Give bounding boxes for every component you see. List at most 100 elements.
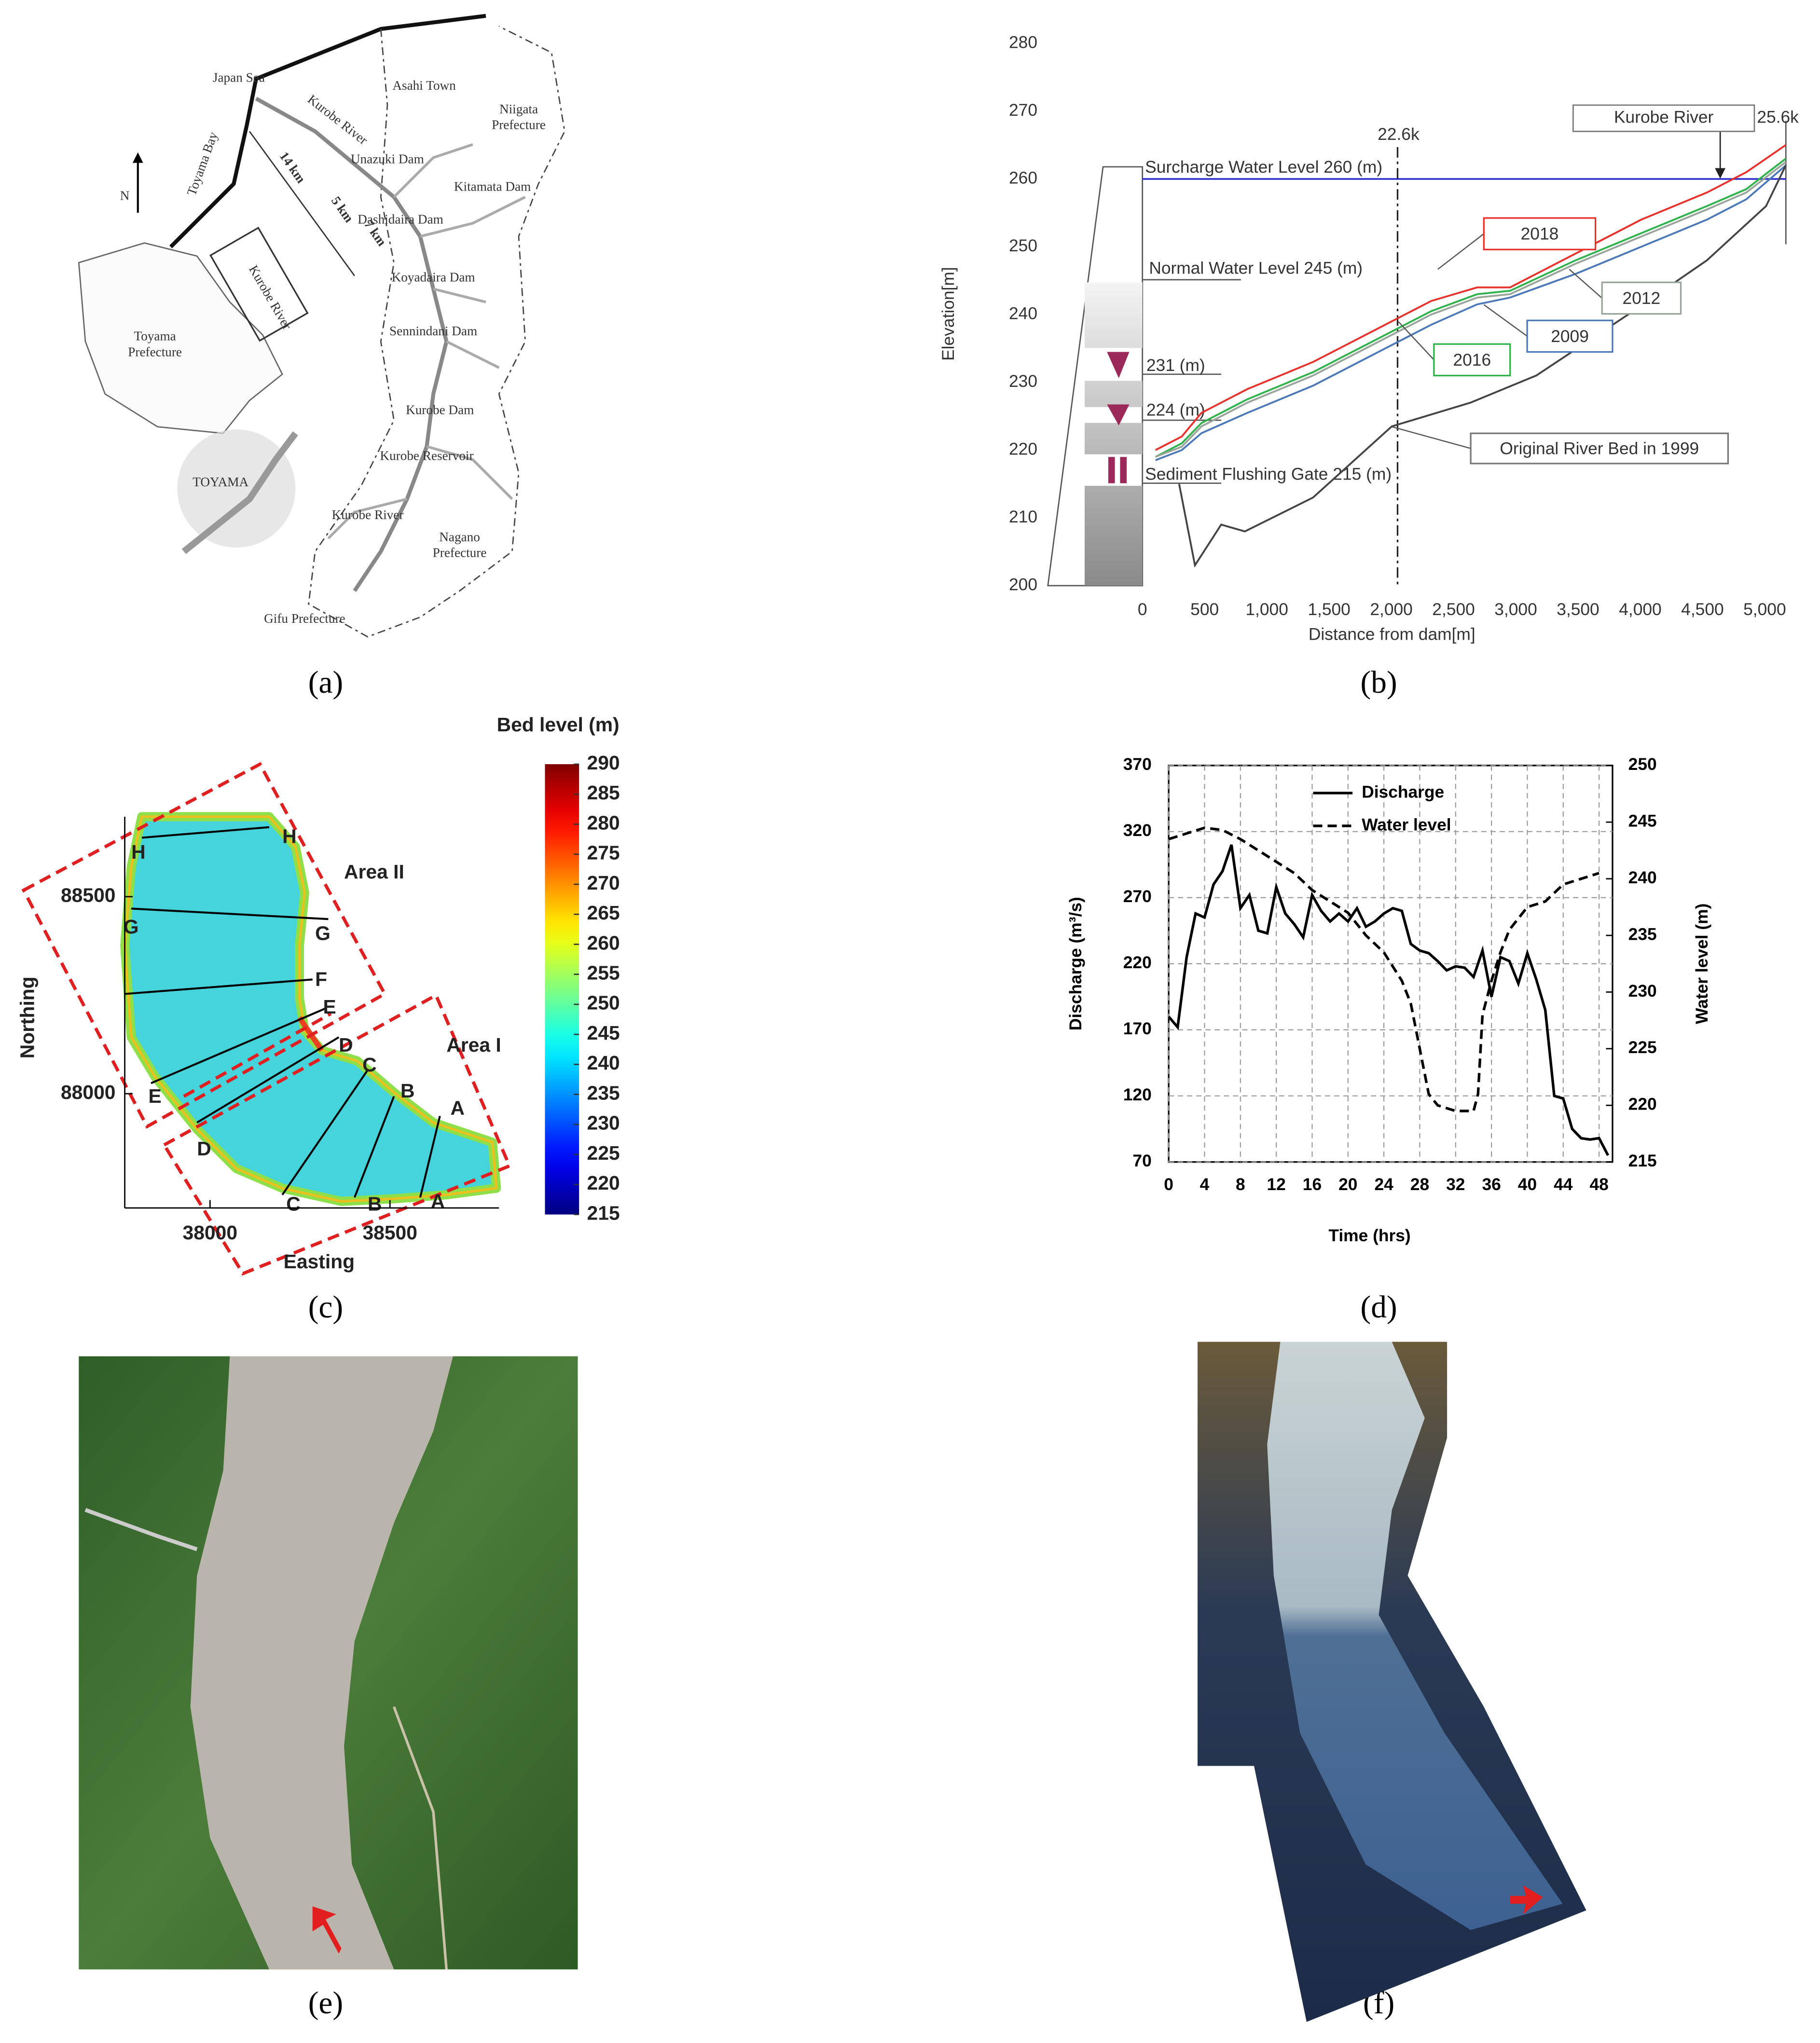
- section-line: [141, 826, 270, 839]
- y-tick-label: 210: [1009, 507, 1037, 526]
- map-label: Asahi Town: [392, 78, 456, 93]
- legend-label: Original River Bed in 1999: [1500, 439, 1699, 458]
- gate: [1120, 457, 1127, 483]
- x-tick-label: 500: [1190, 600, 1219, 619]
- area-label: Area II: [344, 861, 404, 883]
- map-label: Koyadaira Dam: [392, 270, 475, 284]
- x-tick-label: 38500: [362, 1221, 417, 1244]
- legend-box: [1470, 432, 1729, 465]
- section-label: G: [315, 922, 331, 945]
- y-tick-label: 230: [1009, 372, 1037, 391]
- map-label: N: [120, 189, 130, 203]
- x-tick-label: 8: [1236, 1175, 1245, 1194]
- panel-label: (c): [308, 1290, 343, 1325]
- y-tick-label: 200: [1009, 575, 1037, 594]
- x-axis-label: Distance from dam[m]: [1309, 625, 1475, 644]
- panel-label: (d): [1361, 1290, 1397, 1325]
- x-tick-label: 32: [1446, 1175, 1465, 1194]
- section-label: C: [362, 1054, 376, 1076]
- tributary: [327, 143, 526, 539]
- panel-label: (a): [308, 665, 343, 700]
- y-axis-label: Discharge (m³/s): [1066, 897, 1085, 1030]
- map-label: Japan Sea: [213, 70, 265, 85]
- y2-tick-label: 225: [1628, 1038, 1657, 1057]
- area-outline: [183, 1012, 332, 1098]
- photo-e: [79, 1356, 578, 1970]
- y-tick-label: 250: [1009, 236, 1037, 255]
- y2-tick-label: 250: [1628, 755, 1657, 774]
- x-tick-label: 2,500: [1432, 600, 1475, 619]
- gate: [1108, 457, 1115, 483]
- annotation: Sediment Flushing Gate 215 (m): [1145, 465, 1392, 484]
- map-label: Kitamata Dam: [454, 179, 531, 194]
- section-line: [353, 1096, 395, 1198]
- japan-outline: [181, 431, 298, 554]
- annotation: Surcharge Water Level 260 (m): [1145, 158, 1382, 177]
- legend-box: [1483, 217, 1597, 250]
- x-tick-label: 24: [1374, 1175, 1393, 1194]
- y-tick-label: 220: [1123, 953, 1152, 972]
- y-tick-label: 260: [1009, 168, 1037, 187]
- gate: [1107, 352, 1130, 425]
- y-axis-label: Elevation[m]: [939, 267, 958, 361]
- colorbar-tick-label: 260: [587, 932, 620, 954]
- section-line: [124, 978, 313, 995]
- annotation: 22.6k: [1378, 125, 1420, 144]
- x-tick-label: 2,000: [1370, 600, 1412, 619]
- line: [1178, 165, 1787, 568]
- line: [1168, 826, 1599, 1112]
- map-label: Toyama Prefecture: [128, 329, 182, 359]
- y2-tick-label: 235: [1628, 925, 1657, 944]
- callout-line: [1437, 233, 1485, 270]
- section-line: [419, 1115, 441, 1198]
- section-label: H: [131, 841, 145, 863]
- colorbar-tick-label: 220: [587, 1172, 620, 1194]
- x-tick-label: 4,000: [1619, 600, 1662, 619]
- colorbar-tick-label: 215: [587, 1202, 620, 1224]
- y2-tick-label: 240: [1628, 868, 1657, 887]
- map-label: Dashidaira Dam: [358, 212, 443, 227]
- x-tick-label: 44: [1554, 1175, 1573, 1194]
- area-outline: [21, 762, 387, 1129]
- legend-label: 2012: [1623, 289, 1661, 308]
- area-label: Area I: [446, 1034, 501, 1056]
- annotation: 25.6k: [1757, 108, 1799, 126]
- river: [1267, 1342, 1563, 1930]
- colorbar-title: Bed level (m): [497, 713, 620, 736]
- callout-line: [1483, 304, 1528, 337]
- x-tick-label: 5,000: [1743, 600, 1786, 619]
- panel-label: (b): [1361, 665, 1397, 700]
- section-line: [131, 907, 329, 920]
- x-tick-label: 3,000: [1494, 600, 1537, 619]
- x-tick-label: 16: [1303, 1175, 1322, 1194]
- legend-label: 2009: [1551, 327, 1589, 346]
- legend-label: 2016: [1453, 351, 1491, 370]
- x-tick-label: 28: [1410, 1175, 1429, 1194]
- river-bed: [120, 812, 501, 1206]
- colorbar-tick-label: 240: [587, 1052, 620, 1074]
- japan-inset: [177, 429, 296, 548]
- x-tick-label: 0: [1138, 600, 1147, 619]
- road: [392, 1706, 448, 1970]
- distance-line: [248, 131, 355, 276]
- river: [190, 1356, 453, 1970]
- colorbar-tick-label: 235: [587, 1082, 620, 1104]
- hydrograph: Discharge (m³/s) Water level (m) Time (h…: [1066, 765, 1711, 1245]
- section-label: B: [368, 1193, 382, 1215]
- y2-tick-label: 215: [1628, 1152, 1657, 1170]
- map: Japan Sea Kurobe River Asahi Town Niigat…: [78, 14, 565, 638]
- section-line: [281, 1069, 369, 1195]
- map-label: Nagano Prefecture: [433, 530, 487, 560]
- map-label: Kurobe River: [305, 92, 371, 147]
- arrow-head: [1715, 168, 1726, 179]
- y-axis-label: Northing: [16, 976, 39, 1058]
- legend-box: [1601, 281, 1682, 315]
- map-label: Toyama Bay: [184, 130, 221, 197]
- arrow: [312, 1906, 342, 1954]
- dam-layer: [1084, 282, 1143, 586]
- x-axis-label: Time (hrs): [1328, 1226, 1410, 1245]
- map-label: Unazuki Dam: [351, 151, 424, 166]
- section-line: [196, 1036, 340, 1124]
- panel-label: (e): [308, 1986, 343, 2021]
